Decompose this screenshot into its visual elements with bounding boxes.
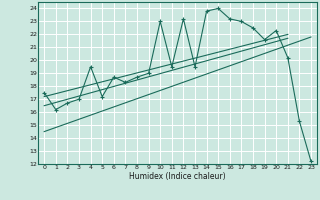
X-axis label: Humidex (Indice chaleur): Humidex (Indice chaleur) bbox=[129, 172, 226, 181]
